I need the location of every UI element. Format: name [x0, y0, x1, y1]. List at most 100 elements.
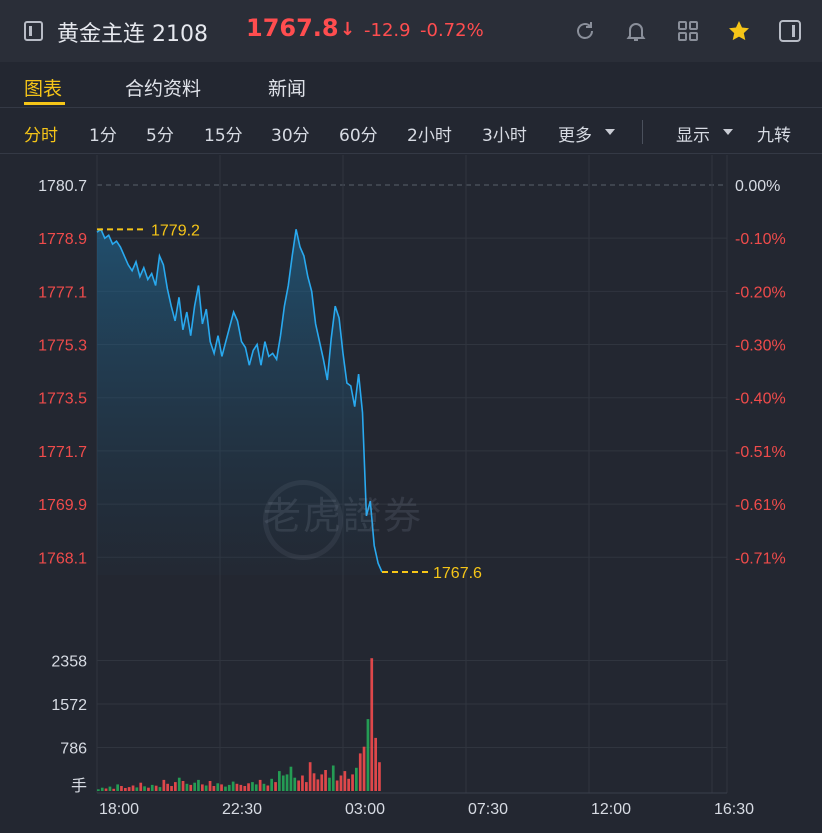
period-3h[interactable]: 3小时	[482, 126, 527, 146]
volume-bar	[355, 767, 358, 791]
period-1m[interactable]: 1分	[89, 126, 117, 146]
volume-tick: 2358	[51, 654, 87, 671]
volume-bar	[328, 777, 331, 791]
volume-tick: 1572	[51, 697, 87, 714]
volume-bar	[324, 770, 327, 791]
volume-bar	[258, 779, 262, 791]
y-tick-right: -0.30%	[735, 338, 786, 355]
watermark-logo	[263, 480, 343, 560]
price-change: -12.9	[364, 20, 411, 41]
chevron-down-icon	[723, 129, 733, 135]
volume-bar	[139, 782, 143, 791]
tab-contract-info[interactable]: 合约资料	[125, 78, 202, 100]
intraday-chart[interactable]: 老虎證券 1780.7 0.00% 1778.9 -0.10% 1777.1 -0.20%…	[0, 155, 822, 833]
volume-bar	[362, 746, 366, 791]
volume-bar	[166, 783, 169, 791]
volume-bar	[297, 780, 300, 791]
volume-bar	[335, 780, 339, 791]
volume-bar	[204, 785, 208, 791]
y-tick-left: 1777.1	[38, 284, 87, 301]
volume-bar	[366, 719, 370, 791]
volume-bar	[243, 786, 247, 791]
volume-unit-label: 手	[71, 777, 87, 795]
volume-bar	[177, 777, 181, 791]
chevron-down-icon	[605, 129, 615, 135]
volume-bar	[254, 784, 258, 791]
volume-bar	[189, 784, 193, 791]
star-icon[interactable]	[727, 19, 751, 43]
x-tick: 18:00	[99, 801, 139, 818]
refresh-icon[interactable]	[573, 19, 597, 43]
period-60m[interactable]: 60分	[339, 126, 378, 146]
volume-bar	[227, 784, 231, 791]
volume-bar	[301, 775, 304, 791]
volume-bar	[312, 773, 316, 791]
volume-bar	[193, 782, 196, 791]
active-tab-indicator	[24, 102, 65, 105]
volume-bar	[120, 786, 123, 791]
volume-bar	[270, 778, 273, 791]
low-label: 1767.6	[433, 565, 482, 582]
volume-bar	[293, 777, 297, 791]
grid-icon[interactable]	[676, 19, 700, 43]
last-price: 1767.8	[246, 14, 339, 42]
display-dropdown[interactable]: 显示	[676, 126, 710, 146]
volume-bar	[112, 788, 116, 791]
x-tick: 16:30	[714, 801, 754, 818]
volume-bar	[343, 771, 347, 791]
y-tick-right: 0.00%	[735, 178, 780, 195]
volume-bar	[370, 658, 374, 791]
period-30m[interactable]: 30分	[271, 126, 310, 146]
y-tick-left: 1780.7	[38, 178, 87, 195]
tab-news[interactable]: 新闻	[268, 78, 307, 100]
volume-bar	[201, 784, 204, 791]
volume-bar	[97, 789, 100, 791]
divider	[642, 120, 643, 144]
x-tick: 07:30	[468, 801, 508, 818]
volume-bar	[143, 786, 146, 791]
volume-bar	[305, 782, 308, 791]
volume-bar	[316, 779, 320, 791]
period-5m[interactable]: 5分	[146, 126, 174, 146]
sidebar-icon[interactable]	[778, 19, 802, 43]
volume-bar	[331, 765, 335, 791]
volume-bar	[131, 785, 135, 791]
volume-bar	[274, 782, 277, 791]
volume-bar	[108, 786, 112, 791]
period-15m[interactable]: 15分	[204, 126, 243, 146]
y-tick-right: -0.10%	[735, 231, 786, 248]
volume-bar	[262, 783, 266, 791]
nine-turn-button[interactable]: 九转	[757, 126, 791, 146]
volume-bar	[150, 784, 154, 791]
volume-bar	[124, 788, 127, 791]
period-2h[interactable]: 2小时	[407, 126, 452, 146]
volume-bar	[185, 783, 189, 791]
instrument-title: 黄金主连 2108	[57, 22, 208, 47]
volume-bar	[220, 784, 223, 791]
volume-bar	[197, 779, 200, 791]
volume-bar	[212, 786, 216, 791]
volume-bar	[281, 775, 285, 791]
watermark: 老虎證券	[263, 494, 424, 538]
volume-bar	[374, 737, 377, 791]
volume-bar	[147, 787, 150, 791]
y-tick-right: -0.71%	[735, 550, 786, 567]
bell-icon[interactable]	[624, 19, 648, 43]
volume-tick: 786	[60, 741, 87, 758]
volume-bar	[158, 787, 162, 791]
volume-bar	[347, 778, 350, 791]
volume-bar	[247, 783, 250, 791]
volume-bar	[162, 779, 166, 791]
volume-bar	[100, 787, 104, 791]
more-dropdown[interactable]: 更多	[558, 126, 592, 146]
tab-bar: 图表 合约资料 新闻	[0, 62, 822, 108]
tab-chart[interactable]: 图表	[24, 78, 63, 100]
back-icon[interactable]	[24, 21, 43, 41]
chart-canvas: 1780.7 0.00% 1778.9 -0.10% 1777.1 -0.20% 1775.…	[38, 155, 786, 818]
y-tick-left: 1771.7	[38, 444, 87, 461]
y-tick-left: 1768.1	[38, 550, 87, 567]
price-change-pct: -0.72%	[420, 20, 484, 41]
period-intraday[interactable]: 分时	[24, 126, 58, 146]
down-arrow-icon: ↓	[340, 19, 356, 40]
volume-bar	[358, 753, 362, 791]
